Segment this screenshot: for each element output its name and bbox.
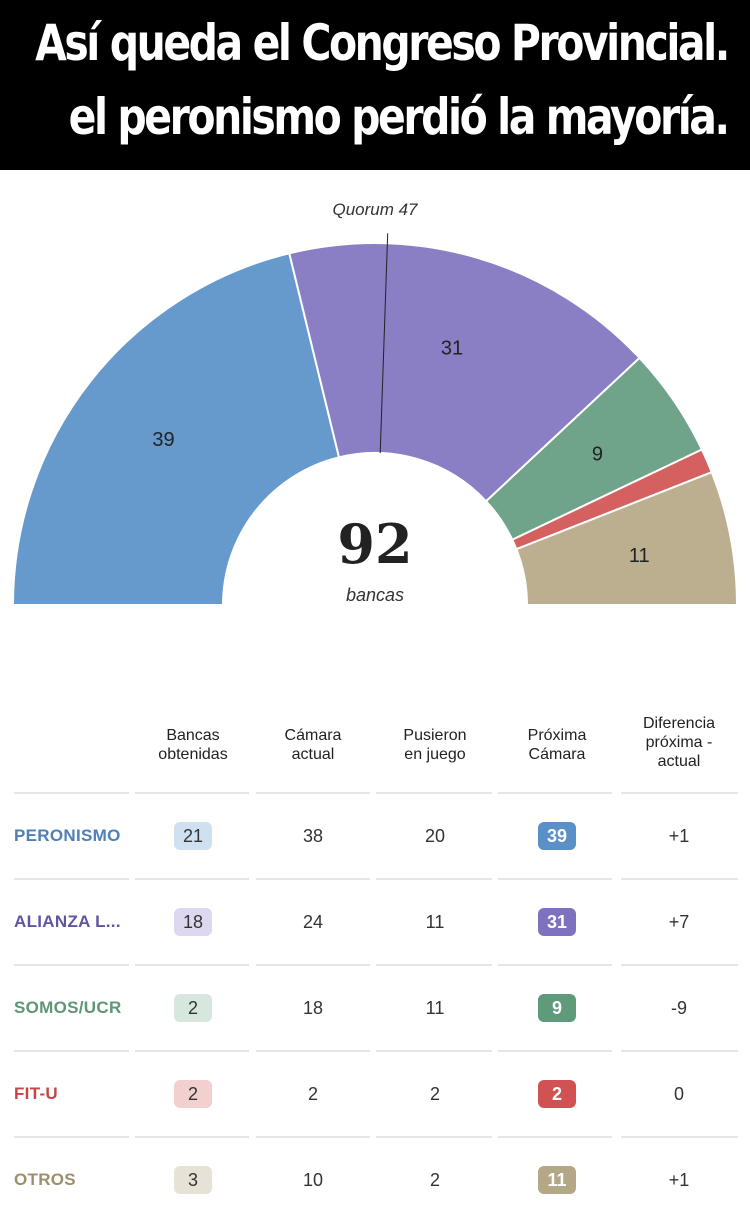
chart-segment-alianza-l (288, 242, 641, 503)
bancas-obtenidas-cell: 3 (133, 1166, 253, 1194)
party-name: OTROS (14, 1170, 76, 1189)
seat-badge-strong: 31 (538, 908, 576, 936)
row-divider (498, 878, 612, 880)
total-seats: 92 (337, 512, 412, 576)
parliament-chart: 39 31 9 11 Quorum 47 92 bancas (11, 200, 739, 606)
table-row: FIT-U 2 2 2 2 0 (0, 1050, 750, 1136)
header-camara-actual: Cámara actual (284, 727, 342, 763)
party-name: SOMOS/UCR (14, 998, 122, 1017)
row-divider (135, 1136, 249, 1138)
chart-segment-peronismo (11, 252, 341, 606)
row-divider (376, 1050, 492, 1052)
row-divider (135, 878, 249, 880)
seat-badge-strong: 2 (538, 1080, 576, 1108)
header-diferencia: Diferencia próxima - actual (642, 715, 716, 770)
total-seats-label: bancas (346, 585, 404, 605)
pusieron-en-juego-cell: 11 (425, 998, 445, 1018)
diferencia-cell: 0 (673, 1084, 684, 1104)
row-divider (135, 964, 249, 966)
chart-segment-label: 39 (152, 429, 174, 451)
row-divider (621, 964, 738, 966)
row-divider (14, 1050, 129, 1052)
diferencia-cell: +1 (668, 1170, 690, 1190)
seat-badge-strong: 9 (538, 994, 576, 1022)
row-divider (256, 792, 370, 794)
row-divider (498, 1136, 612, 1138)
row-divider (621, 1136, 738, 1138)
pusieron-en-juego-cell: 11 (425, 912, 445, 932)
row-divider (14, 792, 129, 794)
chart-segment-label: 11 (629, 545, 650, 567)
quorum-label: Quorum 47 (332, 200, 418, 219)
row-divider (376, 878, 492, 880)
row-divider (376, 792, 492, 794)
table-row: SOMOS/UCR 2 18 11 9 -9 (0, 964, 750, 1050)
bancas-obtenidas-cell: 18 (133, 908, 253, 936)
camara-actual-cell: 10 (302, 1170, 324, 1190)
pusieron-en-juego-cell: 20 (424, 826, 446, 846)
chart-segment-otros (515, 470, 739, 606)
row-divider (14, 964, 129, 966)
row-divider (135, 1050, 249, 1052)
party-name: PERONISMO (14, 826, 121, 845)
proxima-camara-cell: 2 (497, 1080, 617, 1108)
table-row: PERONISMO 21 38 20 39 +1 (0, 792, 750, 878)
row-divider (621, 1050, 738, 1052)
seat-badge: 2 (174, 1080, 212, 1108)
pusieron-en-juego-cell: 2 (429, 1084, 440, 1104)
header-pusieron-en-juego: Pusieron en juego (403, 727, 467, 763)
camara-actual-cell: 38 (302, 826, 324, 846)
bancas-obtenidas-cell: 21 (133, 822, 253, 850)
row-divider (621, 878, 738, 880)
diferencia-cell: +1 (668, 826, 690, 846)
chart-segment-label: 9 (592, 444, 603, 466)
seat-badge: 18 (174, 908, 212, 936)
table-row: OTROS 3 10 2 11 +1 (0, 1136, 750, 1222)
party-name: FIT-U (14, 1084, 58, 1103)
camara-actual-cell: 2 (307, 1084, 318, 1104)
quorum-line (379, 233, 389, 454)
proxima-camara-cell: 39 (497, 822, 617, 850)
diferencia-cell: -9 (670, 998, 687, 1018)
chart-segment-label: 31 (441, 337, 463, 359)
proxima-camara-cell: 11 (497, 1166, 617, 1194)
pusieron-en-juego-cell: 2 (429, 1170, 440, 1190)
header-proxima-camara: Próxima Cámara (527, 727, 587, 763)
row-divider (498, 964, 612, 966)
camara-actual-cell: 18 (302, 998, 324, 1018)
row-divider (256, 964, 370, 966)
seat-badge: 21 (174, 822, 212, 850)
row-divider (498, 1050, 612, 1052)
camara-actual-cell: 24 (302, 912, 324, 932)
headline-line-2: el peronismo perdió la mayoría. (69, 88, 730, 146)
row-divider (376, 1136, 492, 1138)
row-divider (256, 878, 370, 880)
row-divider (621, 792, 738, 794)
party-name: ALIANZA L... (14, 912, 121, 931)
row-divider (14, 1136, 129, 1138)
row-divider (498, 792, 612, 794)
bancas-obtenidas-cell: 2 (133, 1080, 253, 1108)
seat-badge-strong: 11 (538, 1166, 576, 1194)
headline-banner: Así queda el Congreso Provincial. el per… (0, 0, 750, 170)
seat-badge-strong: 39 (538, 822, 576, 850)
row-divider (376, 964, 492, 966)
headline-line-1: Así queda el Congreso Provincial. (35, 14, 730, 72)
row-divider (14, 878, 129, 880)
proxima-camara-cell: 9 (497, 994, 617, 1022)
bancas-obtenidas-cell: 2 (133, 994, 253, 1022)
proxima-camara-cell: 31 (497, 908, 617, 936)
row-divider (135, 792, 249, 794)
row-divider (256, 1136, 370, 1138)
header-bancas-obtenidas: Bancas obtenidas (158, 727, 228, 763)
table-header: Bancas obtenidas Cámara actual Pusieron … (0, 700, 750, 792)
table-row: ALIANZA L... 18 24 11 31 +7 (0, 878, 750, 964)
seat-badge: 3 (174, 1166, 212, 1194)
row-divider (256, 1050, 370, 1052)
seat-badge: 2 (174, 994, 212, 1022)
diferencia-cell: +7 (668, 912, 690, 932)
